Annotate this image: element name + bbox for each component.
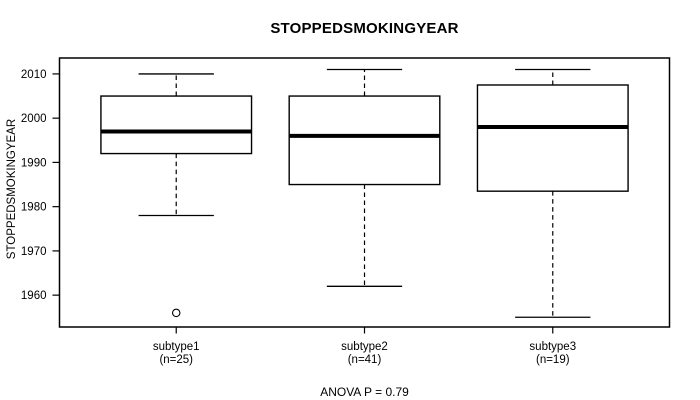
group-count-label: (n=19) [536, 354, 570, 366]
group-label: subtype1 [153, 341, 200, 353]
y-tick-label: 1990 [21, 157, 47, 169]
y-tick-label: 2000 [21, 113, 47, 125]
group-count-label: (n=25) [159, 354, 193, 366]
y-tick-label: 1970 [21, 246, 47, 258]
chart-title: STOPPEDSMOKINGYEAR [270, 20, 459, 37]
group-label: subtype3 [529, 341, 576, 353]
y-tick-label: 2010 [21, 69, 47, 81]
outlier-point [171, 308, 181, 318]
boxplot-box-subtype2 [288, 95, 441, 186]
y-tick-label: 1980 [21, 202, 47, 214]
anova-footnote: ANOVA P = 0.79 [320, 385, 409, 399]
group-count-label: (n=41) [348, 354, 382, 366]
boxplot-box-subtype3 [476, 84, 629, 192]
group-label: subtype2 [341, 341, 388, 353]
y-tick-label: 1960 [21, 290, 47, 302]
boxplot-box-subtype1 [100, 95, 253, 155]
